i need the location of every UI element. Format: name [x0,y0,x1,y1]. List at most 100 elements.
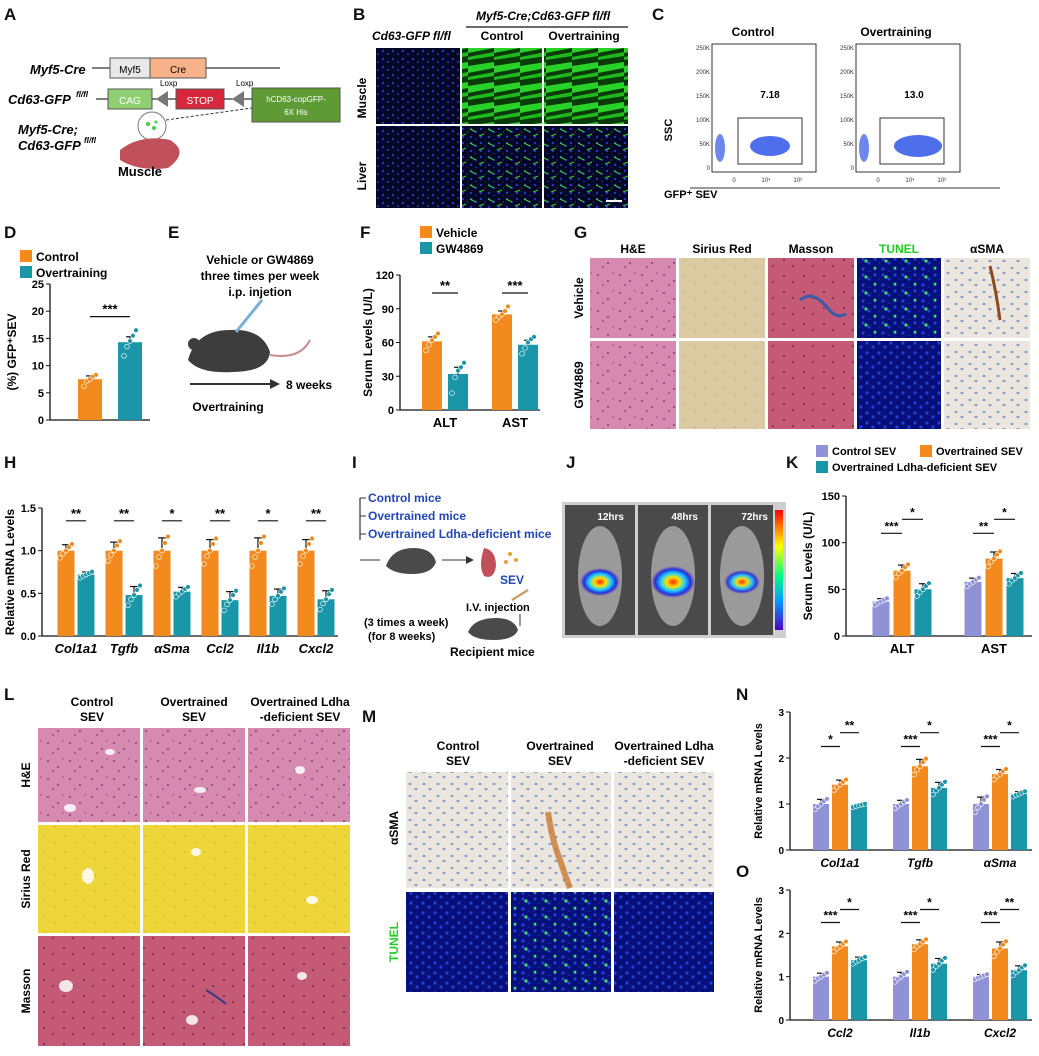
data-point [884,595,890,602]
g-row-gw4869: GW4869 [572,361,586,409]
g-gw-asma [944,341,1030,429]
data-point [201,561,207,567]
data-point [505,303,511,310]
y-tick-label: 20 [32,306,44,318]
sig-label: * [169,506,175,521]
data-point [994,949,1000,955]
g-col-asma: αSMA [970,242,1004,256]
data-point [942,779,948,785]
data-point [125,602,131,608]
data-point [300,553,306,559]
bar [893,570,911,636]
panel-g: H&E Sirius Red Masson TUNEL αSMA Vehicle… [572,242,1030,429]
sig-label: * [927,896,932,910]
data-point [317,606,323,613]
cre-box-label: Cre [170,65,187,76]
sig-label: ** [845,719,855,733]
y-tick-label: 120 [376,270,394,282]
sig-label: *** [903,909,917,923]
data-point [435,330,441,337]
x-tick-label: αSma [984,856,1017,870]
column-header: Control SEV [437,739,480,768]
cag-box-label: CAG [119,96,141,107]
data-point [499,311,505,318]
cross-line2-sup: fl/fl [84,136,97,145]
data-point [991,953,997,959]
data-point [89,569,95,575]
bar [893,976,909,1020]
flow-y-tick: 100K [696,118,710,124]
data-point [985,563,991,570]
data-point [936,785,942,791]
j-time-48: 48hrs [671,512,698,523]
flow-y-tick: 250K [840,46,854,52]
m-control-asma [406,772,508,888]
l-overtrained-he [143,728,245,822]
data-point [988,559,994,565]
data-point [272,596,278,603]
data-point [926,580,932,586]
sig-label: ** [215,506,226,521]
syringe-icon [234,299,264,333]
data-point [233,588,239,594]
bar [317,599,335,636]
sig-label: *** [884,519,898,533]
chart-d: 0 5 10 15 20 25 (%) GFP⁺SEV Control Overtraining… [5,250,150,427]
i-group3: Overtrained Ldha-deficient mice [368,527,552,541]
x-tick-label: ALT [433,415,457,430]
data-point [127,338,133,344]
data-point [108,552,114,558]
gate-control [737,117,803,165]
data-point [124,343,130,350]
bar [518,344,538,410]
bar [492,314,512,410]
data-point [531,334,537,340]
data-point [997,945,1003,952]
ivis-signal-72 [724,570,760,594]
x-tick-label: Cxcl2 [984,1026,1016,1040]
flow-x-tick: 10⁶ [937,177,947,184]
panel-j: 12hrs 48hrs 72hrs [562,502,786,638]
i-schedule1: (3 times a week) [364,617,449,629]
data-point [519,351,525,357]
bar [964,581,982,636]
myf5-cre-label: Myf5-Cre [30,62,86,77]
panel-b-row1: Muscle [355,77,369,118]
data-point [862,801,868,807]
g-vehicle-asma [944,258,1030,338]
y-tick-label: 2 [778,754,784,765]
data-point [991,555,997,562]
y-axis-label: Serum Levels (U/L) [361,288,375,397]
y-tick-label: 0.5 [21,588,36,600]
data-point [1006,581,1012,587]
myf5-box-label: Myf5 [119,65,141,76]
data-point [252,554,258,560]
data-point [449,390,455,396]
data-point [991,776,997,783]
x-tick-label: Col1a1 [820,856,860,870]
panel-e-line3: i.p. injetion [228,285,291,299]
data-point [893,574,899,581]
l-row-masson: Masson [19,969,33,1014]
data-point [133,327,139,333]
y-tick-label: 3 [778,708,784,719]
data-point [917,763,923,769]
data-point [323,596,329,603]
panel-label-m: M [362,707,376,726]
bar [221,600,239,636]
injection-syringe-icon [511,588,529,602]
g-row-vehicle: Vehicle [572,277,586,319]
y-tick-label: 0 [388,405,394,417]
flow-x-tick: 0 [876,178,880,184]
legend-swatch [420,226,432,238]
y-axis-label: Relative mRNA Levels [753,723,765,839]
x-tick-label: Il1b [257,641,279,656]
data-point [1022,788,1028,795]
y-tick-label: 1.5 [21,503,36,515]
legend-swatch [420,242,432,254]
data-point [281,585,287,592]
data-point [303,547,309,554]
legend-label: Overtrained Ldha-deficient SEV [832,462,998,474]
data-point [824,970,830,976]
data-point [493,317,499,323]
